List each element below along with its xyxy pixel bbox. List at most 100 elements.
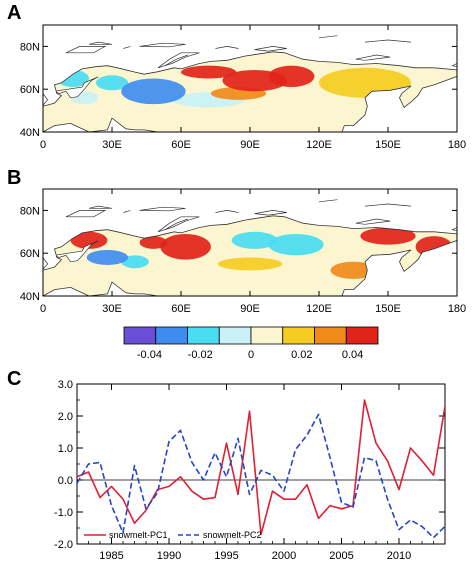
series-line-snowmelt-pc1 [77, 399, 445, 536]
island-outline [139, 206, 186, 212]
island-outline [43, 256, 49, 270]
panel-letter-a: A [7, 2, 21, 24]
x-tick-label: 1995 [214, 550, 238, 562]
island-outline [451, 227, 457, 232]
anomaly-cell [160, 233, 211, 260]
anomaly-cell [268, 233, 324, 256]
baltic-sea [53, 76, 99, 99]
coast-fragment [318, 35, 338, 39]
anomaly-cell [222, 69, 287, 92]
island-outline [157, 52, 200, 69]
island-outline [139, 42, 186, 48]
colorbar-swatch [155, 326, 188, 345]
anomaly-cell [360, 227, 416, 245]
x-tick-label: 90E [240, 139, 260, 151]
island-outline [355, 54, 391, 61]
colorbar-tick-label: -0.02 [188, 349, 213, 361]
panel-letter-c: C [7, 368, 21, 390]
legend-label: snowmelt-PC1 [109, 530, 168, 540]
x-tick-label: 120E [306, 303, 332, 315]
anomaly-cell [139, 236, 168, 249]
island-outline [2, 239, 32, 244]
colorbar-swatch [218, 326, 252, 345]
y-tick-label: 40N [20, 291, 40, 303]
x-tick-label: 60E [171, 303, 191, 315]
anomaly-cell [330, 261, 377, 279]
colorbar-tick-label: 0.04 [342, 349, 363, 361]
x-tick-label: 2005 [329, 550, 353, 562]
anomaly-cell [121, 255, 149, 269]
x-tick-label: 60E [171, 139, 191, 151]
x-tick-label: 2010 [387, 550, 411, 562]
anomaly-cell [231, 231, 278, 249]
coast-fragment [123, 46, 131, 49]
x-tick-label: 30E [102, 139, 122, 151]
colorbar-swatch [314, 326, 347, 345]
x-tick-label: 1990 [157, 550, 181, 562]
x-tick-label: 1985 [99, 550, 123, 562]
anomaly-cell [95, 75, 129, 91]
x-tick-label: 0 [40, 139, 46, 151]
anomaly-cell [70, 231, 108, 249]
island-outline [355, 218, 391, 225]
y-tick-label: 60N [20, 248, 40, 260]
colorbar-swatch [345, 326, 379, 345]
legend-label: snowmelt-PC2 [203, 530, 262, 540]
x-tick-label: 150E [375, 139, 401, 151]
island-outline [254, 210, 287, 216]
island-outline [65, 210, 107, 218]
colorbar-tick-label: -0.04 [137, 349, 162, 361]
x-tick-label: 120E [306, 139, 332, 151]
colorbar: -0.04 -0.02 0 0.02 0.04 [123, 326, 379, 361]
colorbar-tick-label: 0.02 [291, 349, 312, 361]
y-tick-label: -2.0 [54, 539, 73, 551]
island-outline [254, 46, 287, 52]
colorbar-swatch [282, 326, 315, 345]
y-tick-label: 60N [20, 84, 40, 96]
colorbar-swatch [123, 326, 157, 345]
y-tick-label: 2.0 [58, 411, 73, 423]
anomaly-cell [86, 249, 129, 265]
x-tick-label: 90E [240, 303, 260, 315]
y-tick-label: 1.0 [58, 443, 73, 455]
colorbar-swatch [250, 326, 284, 345]
coast-fragment [164, 54, 189, 67]
coast-fragment [318, 199, 338, 203]
coastline [43, 215, 457, 296]
colorbar-swatch [187, 326, 220, 345]
coastline [43, 51, 457, 132]
y-tick-label: -1.0 [54, 507, 73, 519]
island-outline [43, 92, 49, 106]
coast-fragment [164, 218, 189, 231]
island-outline [2, 75, 32, 80]
island-outline [88, 41, 113, 45]
x-tick-label: 150E [375, 303, 401, 315]
x-tick-label: 2000 [272, 550, 296, 562]
island-outline [88, 205, 113, 209]
island-outline [157, 216, 200, 233]
coast-fragment [215, 210, 239, 213]
coast-fragment [364, 203, 412, 207]
coast-fragment [364, 39, 412, 43]
baltic-sea [53, 240, 99, 263]
y-tick-label: 3.0 [58, 379, 73, 391]
x-tick-label: 180 [448, 139, 466, 151]
series-line-snowmelt-pc2 [77, 413, 445, 539]
x-tick-label: 30E [102, 303, 122, 315]
anomaly-cell [181, 65, 237, 79]
coast-fragment [123, 210, 131, 213]
x-tick-label: 0 [40, 303, 46, 315]
map-panel-a: 0 30E 60E 90E 120E 150E 180 80N 60N 40N [2, 24, 466, 151]
y-tick-label: 80N [20, 41, 40, 53]
island-outline [451, 63, 457, 68]
y-tick-label: 40N [20, 127, 40, 139]
y-tick-label: 0.0 [58, 475, 73, 487]
y-tick-label: 80N [20, 205, 40, 217]
anomaly-cell [217, 257, 283, 271]
coast-fragment [215, 46, 239, 49]
map-panel-b: 0 30E 60E 90E 120E 150E 180 80N 60N 40N [2, 188, 466, 315]
panel-letter-b: B [7, 167, 21, 189]
line-chart-panel-c: 3.0 2.0 1.0 0.0 -1.0 -2.0 1985 1990 1995 2000 2005… [54, 379, 446, 562]
anomaly-cell [121, 78, 186, 105]
